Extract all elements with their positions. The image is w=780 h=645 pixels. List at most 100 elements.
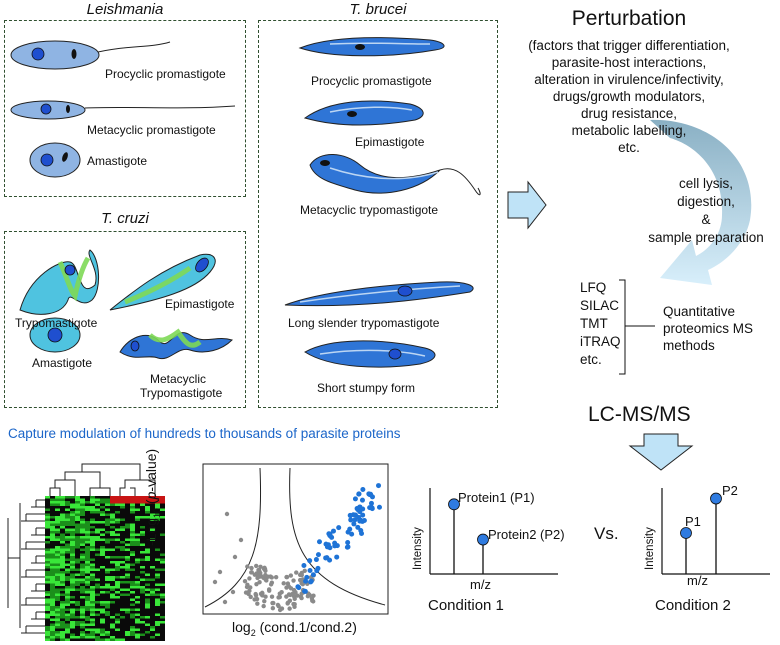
brucei-long-slender-cell: [284, 281, 474, 307]
heatmap-cell: [115, 581, 120, 584]
volcano-point: [285, 581, 291, 586]
heatmap-cell: [105, 571, 110, 574]
brucei-procyclic-cell: [298, 37, 445, 57]
heatmap-cell: [95, 538, 100, 541]
heatmap-cell: [145, 603, 150, 606]
heatmap-cell: [85, 618, 90, 621]
leishmania-panel: [4, 20, 246, 197]
tcruzi-stage-label: Metacyclic: [150, 372, 207, 386]
heatmap-cell: [125, 588, 130, 591]
heatmap-cell: [50, 501, 55, 504]
volcano-point: [247, 588, 252, 594]
heatmap-cell: [75, 608, 80, 611]
tbrucei-illustrations: [284, 37, 481, 368]
heatmap-cell: [95, 531, 100, 534]
heatmap-cell: [50, 593, 55, 596]
heatmap-cell: [45, 563, 50, 566]
volcano-point-significant: [304, 574, 310, 580]
heatmap-cell: [75, 603, 80, 606]
heatmap-cell: [55, 546, 60, 549]
metacyclic-flagellum: [84, 105, 236, 109]
heatmap-cell: [145, 501, 150, 504]
heatmap-cell: [75, 621, 80, 624]
heatmap-cell: [120, 503, 125, 506]
heatmap-cell: [100, 533, 105, 536]
heatmap-cell: [65, 591, 70, 594]
heatmap-cell: [80, 556, 85, 559]
leishmania-stage-label: Procyclic promastigote: [105, 67, 226, 81]
heatmap-cell: [90, 608, 95, 611]
heatmap-cell: [120, 498, 125, 501]
cruzi-trypomastigote-nucleus: [64, 264, 76, 276]
heatmap-cell: [90, 548, 95, 551]
cruzi-metacyclic-membrane: [148, 328, 202, 348]
heatmap-cell: [105, 611, 110, 614]
heatmap-cell: [75, 511, 80, 514]
heatmap-cell: [60, 551, 65, 554]
heatmap-cell: [50, 548, 55, 551]
brucei-short-stumpy-membrane: [319, 349, 426, 357]
spectrum-condition-1: [429, 488, 558, 575]
heatmap-cell: [45, 573, 50, 576]
heatmap-cell: [65, 523, 70, 526]
heatmap-cell: [80, 626, 85, 629]
heatmap-cell: [125, 501, 130, 504]
heatmap-cell: [90, 576, 95, 579]
heatmap-cell: [55, 498, 60, 501]
heatmap-cell: [45, 626, 50, 629]
heatmap-cell: [110, 626, 115, 629]
heatmap-cell: [100, 601, 105, 604]
perturbation-line: metabolic labelling,: [571, 123, 687, 138]
heatmap-cell: [55, 636, 60, 639]
heatmap-cell: [65, 623, 70, 626]
heatmap-cell: [70, 601, 75, 604]
heatmap-cell: [50, 598, 55, 601]
heatmap-cell: [65, 546, 70, 549]
volcano-point: [288, 592, 293, 598]
heatmap-cell: [120, 546, 125, 549]
heatmap-cell: [145, 606, 150, 609]
heatmap-cell: [90, 506, 95, 509]
heatmap-cell: [50, 568, 55, 571]
cruzi-amastigote-nucleus: [47, 327, 63, 343]
heatmap-cell: [55, 561, 60, 564]
heatmap-cell: [145, 506, 150, 509]
heatmap-cell: [135, 533, 140, 536]
heatmap-cell: [80, 611, 85, 614]
heatmap-cell: [50, 626, 55, 629]
heatmap-cell: [80, 538, 85, 541]
heatmap-cell: [95, 501, 100, 504]
volcano-point: [284, 574, 290, 580]
heatmap-cell: [95, 628, 100, 631]
heatmap-cell: [55, 551, 60, 554]
heatmap-cell: [135, 558, 140, 561]
heatmap-cell: [110, 578, 115, 581]
heatmap-cell: [60, 553, 65, 556]
heatmap-cell: [140, 498, 145, 501]
heatmap-cell: [120, 528, 125, 531]
methods-list: LFQ SILAC TMT iTRAQ etc.: [580, 279, 621, 369]
heatmap-cell: [145, 631, 150, 634]
heatmap-cell: [65, 618, 70, 621]
heatmap-cell: [45, 636, 50, 639]
heatmap-cell: [55, 606, 60, 609]
heatmap-cell: [65, 516, 70, 519]
heatmap-cell: [75, 541, 80, 544]
heatmap-cell: [60, 578, 65, 581]
heatmap-cell: [70, 536, 75, 539]
heatmap-cell: [85, 616, 90, 619]
heatmap-cell: [80, 573, 85, 576]
heatmap-cell: [110, 601, 115, 604]
heatmap-cell: [90, 588, 95, 591]
heatmap-cell: [125, 496, 130, 499]
perturbation-line: alteration in virulence/infectivity,: [534, 72, 724, 87]
heatmap-cell: [130, 538, 135, 541]
heatmap-cell: [95, 593, 100, 596]
heatmap-cell: [70, 531, 75, 534]
heatmap-cell: [75, 506, 80, 509]
heatmap-cell: [65, 531, 70, 534]
heatmap-cell: [130, 591, 135, 594]
heatmap-cell: [140, 543, 145, 546]
tbrucei-stage-label: Epimastigote: [355, 135, 425, 149]
heatmap-cell: [60, 621, 65, 624]
